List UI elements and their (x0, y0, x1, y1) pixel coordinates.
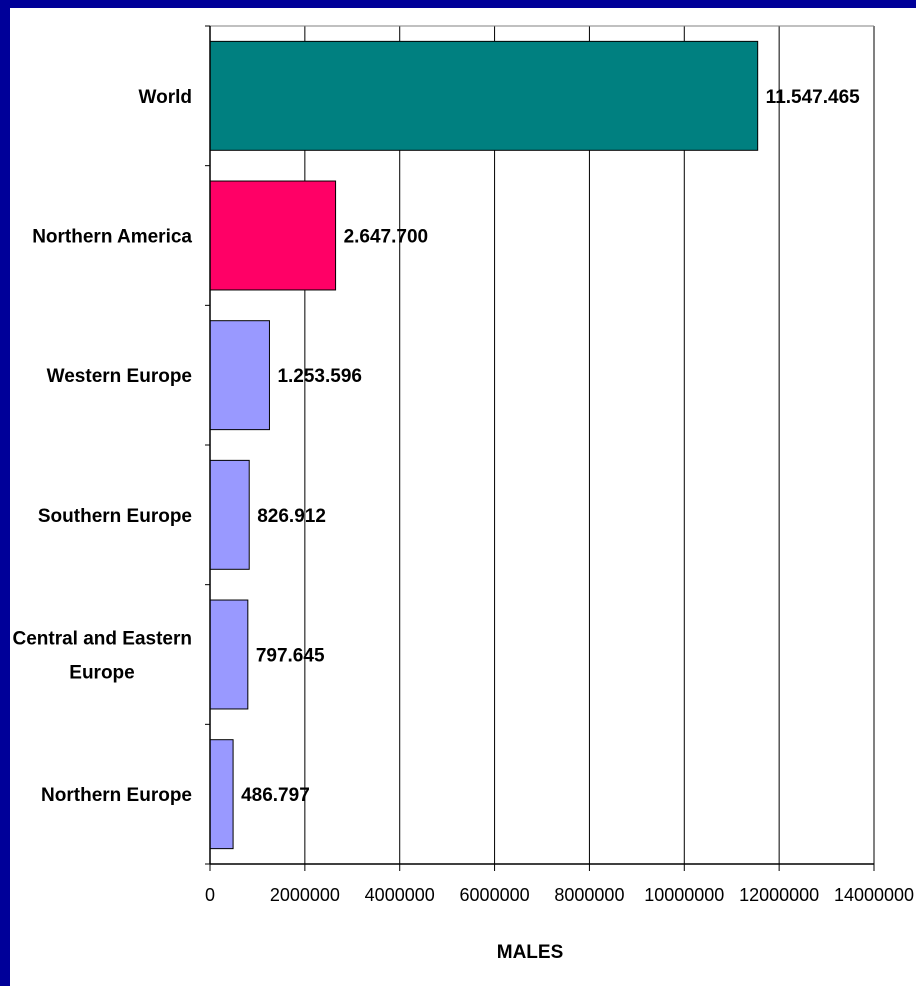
bar (209, 459, 250, 570)
category-label: Western Europe (47, 366, 192, 387)
x-axis-title: MALES (497, 942, 564, 963)
data-label: 826.912 (257, 506, 326, 527)
bar (209, 40, 759, 151)
data-label: 11.547.465 (766, 87, 860, 108)
data-label: 486.797 (241, 785, 310, 806)
x-tick-label: 12000000 (739, 885, 819, 905)
bar-chart: 0 2000000 4000000 6000000 8000000 10000000 120… (13, 25, 915, 963)
x-tick-label: 2000000 (270, 885, 340, 905)
category-label: Northern Europe (41, 785, 192, 806)
x-tick-label: 6000000 (460, 885, 530, 905)
bar (209, 180, 337, 291)
x-tick-label: 8000000 (554, 885, 624, 905)
x-tick-label: 14000000 (834, 885, 914, 905)
x-tick-label: 0 (205, 885, 215, 905)
category-label: Northern America (32, 227, 192, 248)
category-label: Southern Europe (38, 506, 192, 527)
category-label: World (139, 87, 192, 108)
bar (209, 739, 234, 850)
category-label: Europe (69, 663, 134, 684)
gridlines (304, 26, 875, 864)
chart-panel: 0 2000000 4000000 6000000 8000000 10000000 120… (10, 8, 916, 986)
labels: 0 2000000 4000000 6000000 8000000 10000000 120… (13, 87, 915, 905)
category-label: Central and Eastern (13, 629, 193, 650)
x-tick-label: 4000000 (365, 885, 435, 905)
bar (209, 320, 270, 431)
axes (205, 25, 875, 871)
x-tick-label: 10000000 (644, 885, 724, 905)
data-label: 797.645 (256, 646, 325, 667)
bar (209, 599, 249, 710)
data-label: 2.647.700 (344, 227, 429, 248)
bars (209, 40, 759, 850)
data-label: 1.253.596 (277, 366, 362, 387)
